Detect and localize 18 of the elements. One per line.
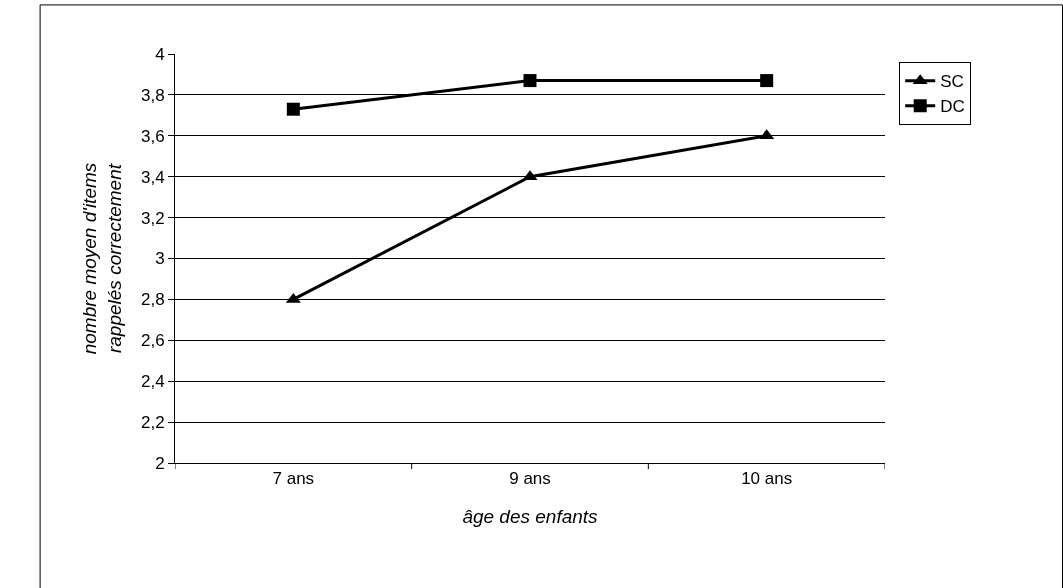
legend-label: DC: [940, 97, 965, 117]
x-tick-label: 9 ans: [509, 469, 551, 489]
y-tick-label: 3: [155, 249, 165, 269]
y-tick-label: 2,2: [140, 413, 165, 433]
y-tick-label: 2,8: [140, 290, 165, 310]
y-tick-label: 3,2: [140, 208, 165, 228]
y-tick-label: 3,6: [140, 126, 165, 146]
y-tick-label: 3,4: [140, 167, 165, 187]
y-axis-title: nombre moyen d'items rappelés correctement: [79, 162, 125, 355]
x-tick-label: 7 ans: [272, 469, 315, 489]
y-tick-label: 2,6: [140, 331, 165, 351]
legend-label: SC: [940, 72, 964, 92]
y-tick-label: 3,8: [140, 85, 165, 105]
y-tick-label: 2: [155, 453, 165, 473]
x-tick-label: 10 ans: [741, 469, 793, 489]
x-axis-title: âge des enfants: [462, 506, 599, 528]
y-tick-label: 4: [155, 44, 165, 64]
y-tick-label: 2,4: [140, 372, 165, 392]
